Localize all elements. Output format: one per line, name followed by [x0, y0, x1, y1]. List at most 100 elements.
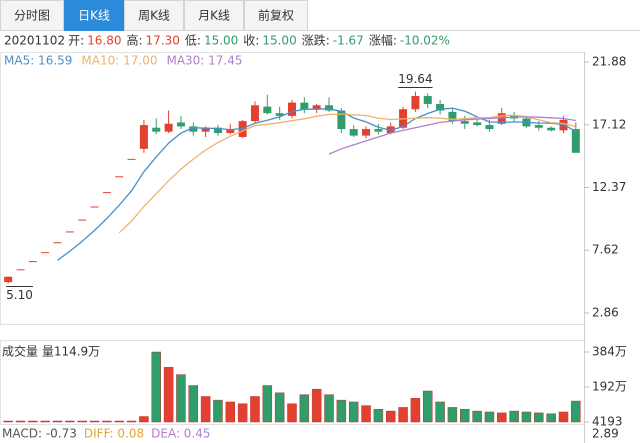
- candle-body: [460, 121, 469, 124]
- macd-label: DIFF: 0.08: [84, 427, 144, 441]
- volume-bar: [114, 420, 124, 423]
- candle-body: [78, 219, 87, 221]
- candle-body: [571, 129, 580, 153]
- info-label: 涨跌:: [302, 33, 330, 48]
- ma-line: [328, 116, 576, 155]
- y-tick-label: 12.37: [592, 180, 626, 194]
- candle-body: [473, 122, 482, 126]
- high-label: 19.64: [398, 72, 432, 86]
- candle-body: [65, 231, 74, 233]
- tab[interactable]: [64, 0, 124, 31]
- volume-bar: [89, 420, 100, 423]
- candle-body: [411, 96, 420, 110]
- candle-body: [362, 129, 371, 136]
- volume-bar: [237, 403, 248, 423]
- candle-body: [386, 126, 395, 133]
- volume-bar: [15, 420, 26, 423]
- info-value: 17.30: [146, 34, 180, 48]
- volume-bar: [262, 385, 273, 423]
- tab-label[interactable]: 前复权: [258, 8, 294, 23]
- candle-body: [325, 105, 334, 111]
- volume-bar: [460, 408, 470, 423]
- volume-bar: [435, 401, 445, 423]
- candle-body: [176, 122, 185, 127]
- volume-bar: [398, 407, 408, 423]
- candle-body: [312, 105, 321, 110]
- volume-bar: [546, 413, 556, 423]
- candle-body: [275, 113, 284, 116]
- tab[interactable]: [0, 0, 64, 31]
- candle-body: [201, 127, 210, 132]
- ma-legend: MA30: 17.45: [166, 54, 242, 68]
- tab[interactable]: [124, 0, 184, 31]
- candle-body: [374, 129, 383, 132]
- volume-bar: [521, 411, 532, 423]
- candle-body: [152, 127, 161, 132]
- candle-body: [127, 158, 136, 160]
- info-label: 收:: [243, 34, 259, 48]
- volume-bar: [410, 398, 421, 423]
- volume-bar: [484, 411, 495, 423]
- y-tick-label: 7.62: [592, 243, 619, 257]
- candle-body: [164, 123, 173, 132]
- y-tick-label: 2.86: [592, 306, 619, 320]
- volume-bar: [336, 399, 347, 423]
- candle-body: [53, 242, 62, 244]
- volume-bar: [65, 420, 75, 423]
- candle-body: [349, 129, 358, 136]
- macd-label: MACD: -0.73: [2, 427, 77, 441]
- volume-bar: [287, 403, 297, 423]
- info-label: 低:: [185, 34, 201, 48]
- candle-body: [534, 125, 543, 128]
- tab-label[interactable]: 周K线: [138, 9, 170, 23]
- candle-body: [497, 113, 506, 124]
- ma-legend: MA10: 17.00: [81, 54, 157, 68]
- volume-bar: [200, 396, 211, 423]
- volume-bar: [422, 390, 433, 423]
- info-label: 高:: [126, 33, 142, 48]
- volume-bar: [558, 411, 569, 423]
- candle-body: [115, 176, 124, 178]
- candle-body: [28, 261, 37, 263]
- tab-label[interactable]: 分时图: [14, 9, 50, 23]
- tab-label[interactable]: 月K线: [198, 9, 230, 23]
- candle-body: [189, 126, 198, 132]
- volume-tick-label: 192万: [592, 380, 627, 394]
- volume-bar: [274, 392, 285, 423]
- volume-title: 成交量 量114.9万: [2, 344, 100, 359]
- volume-bar: [373, 408, 384, 423]
- volume-bar: [299, 394, 310, 423]
- macd-tick-label: 2.89: [592, 427, 619, 441]
- info-value: 15.00: [262, 34, 296, 48]
- info-value: -1.67: [333, 34, 364, 48]
- tab[interactable]: [244, 0, 308, 31]
- candle-body: [16, 269, 25, 271]
- volume-bar: [447, 407, 458, 423]
- volume-tick-label: 4193: [592, 414, 623, 428]
- volume-bar: [534, 412, 544, 423]
- candle-body: [263, 106, 272, 114]
- info-date: 20201102: [4, 34, 65, 48]
- tab-label[interactable]: 日K线: [78, 9, 110, 23]
- volume-bar: [385, 410, 396, 423]
- volume-bar: [348, 401, 359, 423]
- volume-bar: [311, 388, 322, 423]
- candle-body: [337, 110, 346, 130]
- volume-bar: [52, 420, 63, 423]
- y-tick-label: 21.88: [592, 55, 626, 69]
- volume-bar: [213, 399, 223, 423]
- volume-bar: [250, 396, 260, 423]
- y-tick-label: 17.12: [592, 117, 626, 131]
- tab[interactable]: [184, 0, 244, 31]
- ma-line: [57, 107, 577, 261]
- candle-body: [139, 125, 148, 149]
- candle-body: [102, 192, 111, 194]
- candle-body: [547, 127, 556, 131]
- volume-bar: [40, 420, 50, 423]
- info-value: -10.02%: [400, 34, 450, 48]
- volume-bar: [126, 420, 137, 423]
- volume-bar: [188, 385, 199, 423]
- volume-bar: [151, 351, 162, 423]
